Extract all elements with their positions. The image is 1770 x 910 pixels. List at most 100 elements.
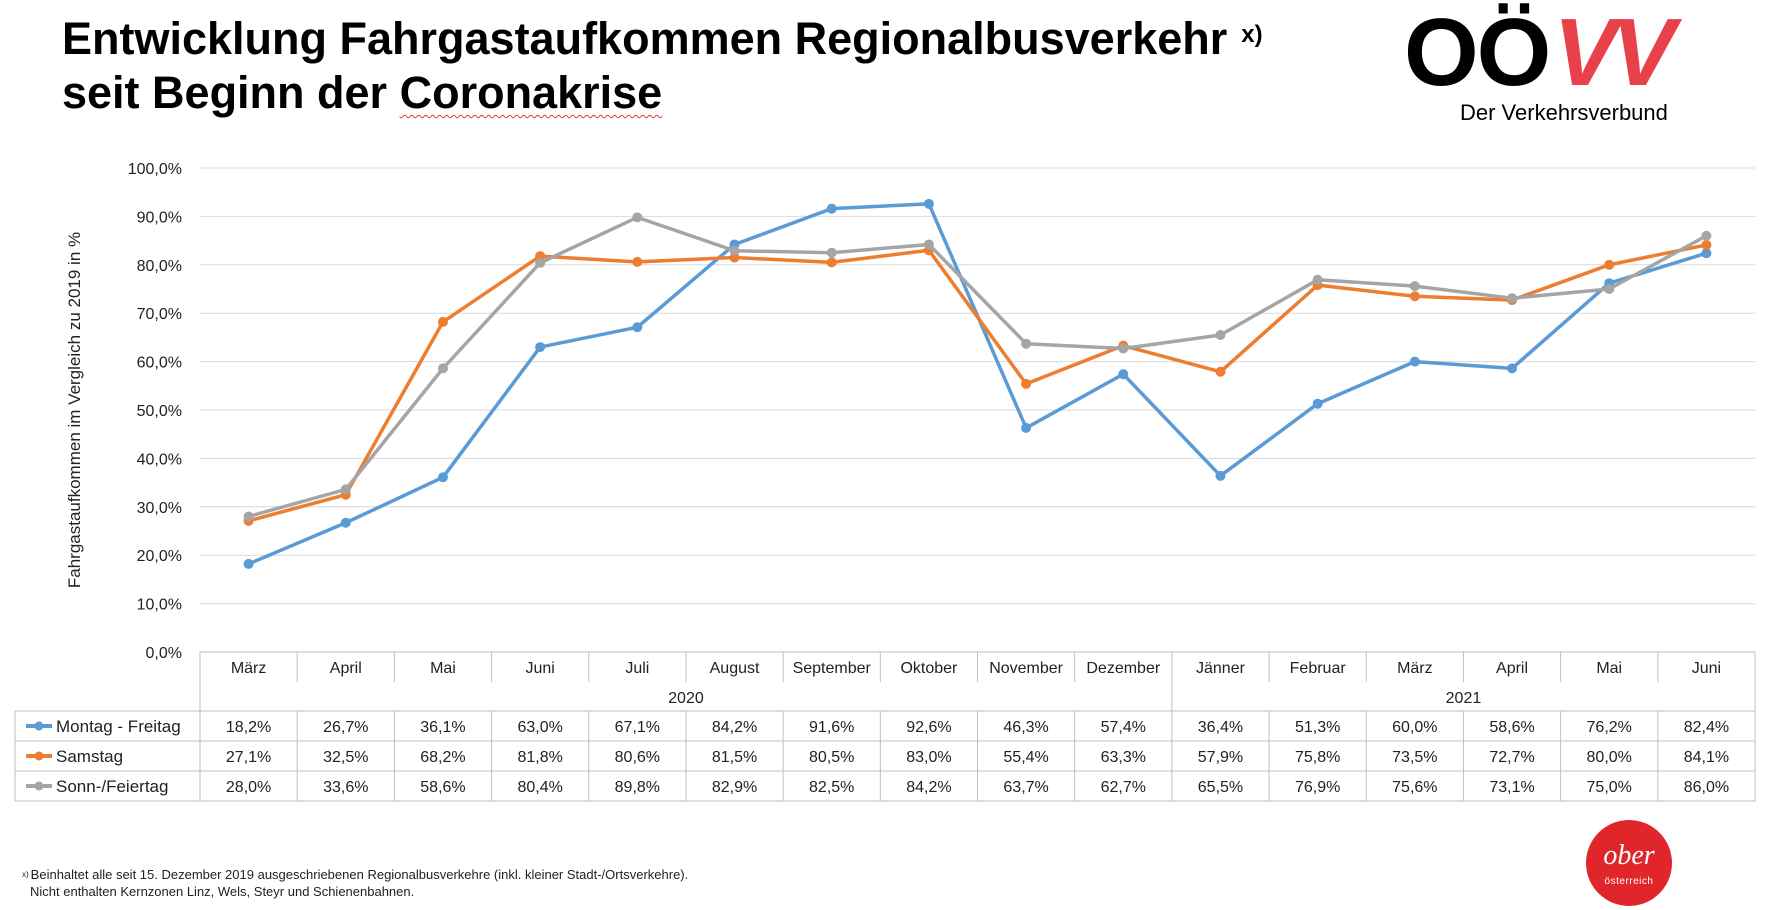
x-tick-label: August [710, 660, 760, 677]
data-table-cell: 86,0% [1684, 779, 1729, 796]
data-point [923, 198, 934, 209]
badge-text-bottom: österreich [1604, 876, 1654, 887]
x-tick-label: Mai [430, 660, 456, 677]
x-tick-label: März [1397, 660, 1433, 677]
data-table-cell: 91,6% [809, 719, 854, 736]
legend-swatch-marker [34, 781, 44, 791]
data-point [1215, 470, 1226, 481]
data-point [437, 363, 448, 374]
data-point [1604, 284, 1615, 294]
y-tick-label: 10,0% [137, 597, 182, 614]
data-table-cell: 26,7% [323, 719, 368, 736]
x-tick-label: Oktober [900, 660, 958, 677]
data-table-cell: 84,2% [906, 779, 951, 796]
data-point [437, 316, 448, 327]
footnote-text-2: Nicht enthalten Kernzonen Linz, Wels, St… [30, 884, 415, 899]
x-tick-label: November [989, 660, 1063, 677]
data-table-cell: 68,2% [420, 749, 465, 766]
data-point [340, 517, 351, 528]
x-tick-label: Mai [1596, 660, 1622, 677]
data-table-cell: 75,8% [1295, 749, 1340, 766]
data-table-cell: 32,5% [323, 749, 368, 766]
line-chart: 0,0% 10,0% 20,0% 30,0% 40,0% 50,0% 60,0% 70,0% 8… [14, 161, 1756, 802]
badge-text-top: ober [1603, 840, 1655, 871]
logo-wordmark: OÖVV [1404, 5, 1675, 101]
x-tick-label: April [1496, 660, 1528, 677]
data-point [1604, 259, 1615, 270]
data-point [1021, 338, 1032, 349]
data-table-cell: 36,4% [1198, 719, 1243, 736]
data-point [1701, 248, 1712, 259]
data-table-cell: 83,0% [906, 749, 951, 766]
data-point [1021, 378, 1032, 389]
y-tick-label: 50,0% [137, 403, 182, 420]
data-point [243, 511, 254, 522]
x-tick-label: März [231, 660, 267, 677]
data-table-cell: 63,0% [517, 719, 562, 736]
data-table-cell: 28,0% [226, 779, 271, 796]
logo-subtitle: Der Verkehrsverbund [1460, 100, 1668, 125]
series-line [247, 202, 1707, 566]
x-tick-label: Juli [625, 660, 649, 677]
data-point [1701, 230, 1712, 241]
data-point [632, 322, 643, 333]
data-point [1701, 239, 1712, 250]
data-table-cell: 72,7% [1489, 749, 1534, 766]
data-point [437, 472, 448, 483]
data-table-cell: 36,1% [420, 719, 465, 736]
data-table-cell: 18,2% [226, 719, 271, 736]
x-tick-label: April [330, 660, 362, 677]
data-table-cell: 80,0% [1587, 749, 1632, 766]
data-table-cell: 63,7% [1003, 779, 1048, 796]
x-tick-label: Februar [1290, 660, 1347, 677]
logo-wordmark-red: VV [1553, 0, 1675, 106]
y-tick-label: 60,0% [137, 355, 182, 372]
data-point [535, 257, 546, 268]
data-table-cell: 62,7% [1101, 779, 1146, 796]
y-tick-label: 40,0% [137, 451, 182, 468]
data-table-cell: 82,9% [712, 779, 757, 796]
data-table-cell: 27,1% [226, 749, 271, 766]
legend-swatch-marker [34, 721, 44, 731]
data-point [340, 484, 351, 495]
footnote-line-1: x) Beinhaltet alle seit 15. Dezember 2019… [22, 866, 688, 883]
data-table-cell: 58,6% [1489, 719, 1534, 736]
data-table-cell: 75,6% [1392, 779, 1437, 796]
y-tick-label: 70,0% [137, 306, 182, 323]
data-point [535, 342, 546, 353]
data-point [1215, 329, 1226, 340]
data-table-cell: 63,3% [1101, 749, 1146, 766]
data-point [826, 247, 837, 258]
data-table-cell: 60,0% [1392, 719, 1437, 736]
data-point [1312, 398, 1323, 409]
data-table-cell: 55,4% [1003, 749, 1048, 766]
y-tick-label: 30,0% [137, 500, 182, 517]
data-table-cell: 46,3% [1003, 719, 1048, 736]
data-point [1021, 422, 1032, 433]
y-axis-title: Fahrgastaufkommen im Vergleich zu 2019 i… [65, 232, 84, 588]
data-table-cell: 81,8% [517, 749, 562, 766]
oberoesterreich-badge: ober österreich [1586, 820, 1672, 906]
data-point [632, 256, 643, 267]
data-point [1118, 343, 1129, 354]
data-table-cell: 33,6% [323, 779, 368, 796]
data-point [826, 257, 837, 268]
footnote: x) Beinhaltet alle seit 15. Dezember 2019… [22, 866, 688, 900]
data-point [1312, 274, 1323, 285]
data-point [1409, 356, 1420, 367]
title-line-2: seit Beginn der [62, 67, 400, 118]
data-table-cell: 92,6% [906, 719, 951, 736]
y-tick-label: 0,0% [146, 645, 182, 662]
data-table-cell: 81,5% [712, 749, 757, 766]
data-table-cell: 84,1% [1684, 749, 1729, 766]
data-point [1409, 281, 1420, 292]
chart-title: Entwicklung Fahrgastaufkommen Regionalbu… [62, 12, 1263, 120]
data-point [1409, 291, 1420, 302]
data-point [729, 245, 740, 256]
data-table-cell: 84,2% [712, 719, 757, 736]
data-point [1118, 369, 1129, 380]
x-tick-label: Jänner [1196, 660, 1246, 677]
title-line-1: Entwicklung Fahrgastaufkommen Regionalbu… [62, 13, 1228, 64]
logo-wordmark-black: OÖ [1404, 0, 1551, 106]
series-line [248, 243, 1707, 523]
